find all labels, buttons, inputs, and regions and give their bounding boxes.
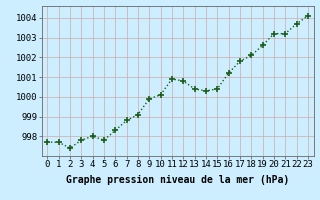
- X-axis label: Graphe pression niveau de la mer (hPa): Graphe pression niveau de la mer (hPa): [66, 175, 289, 185]
